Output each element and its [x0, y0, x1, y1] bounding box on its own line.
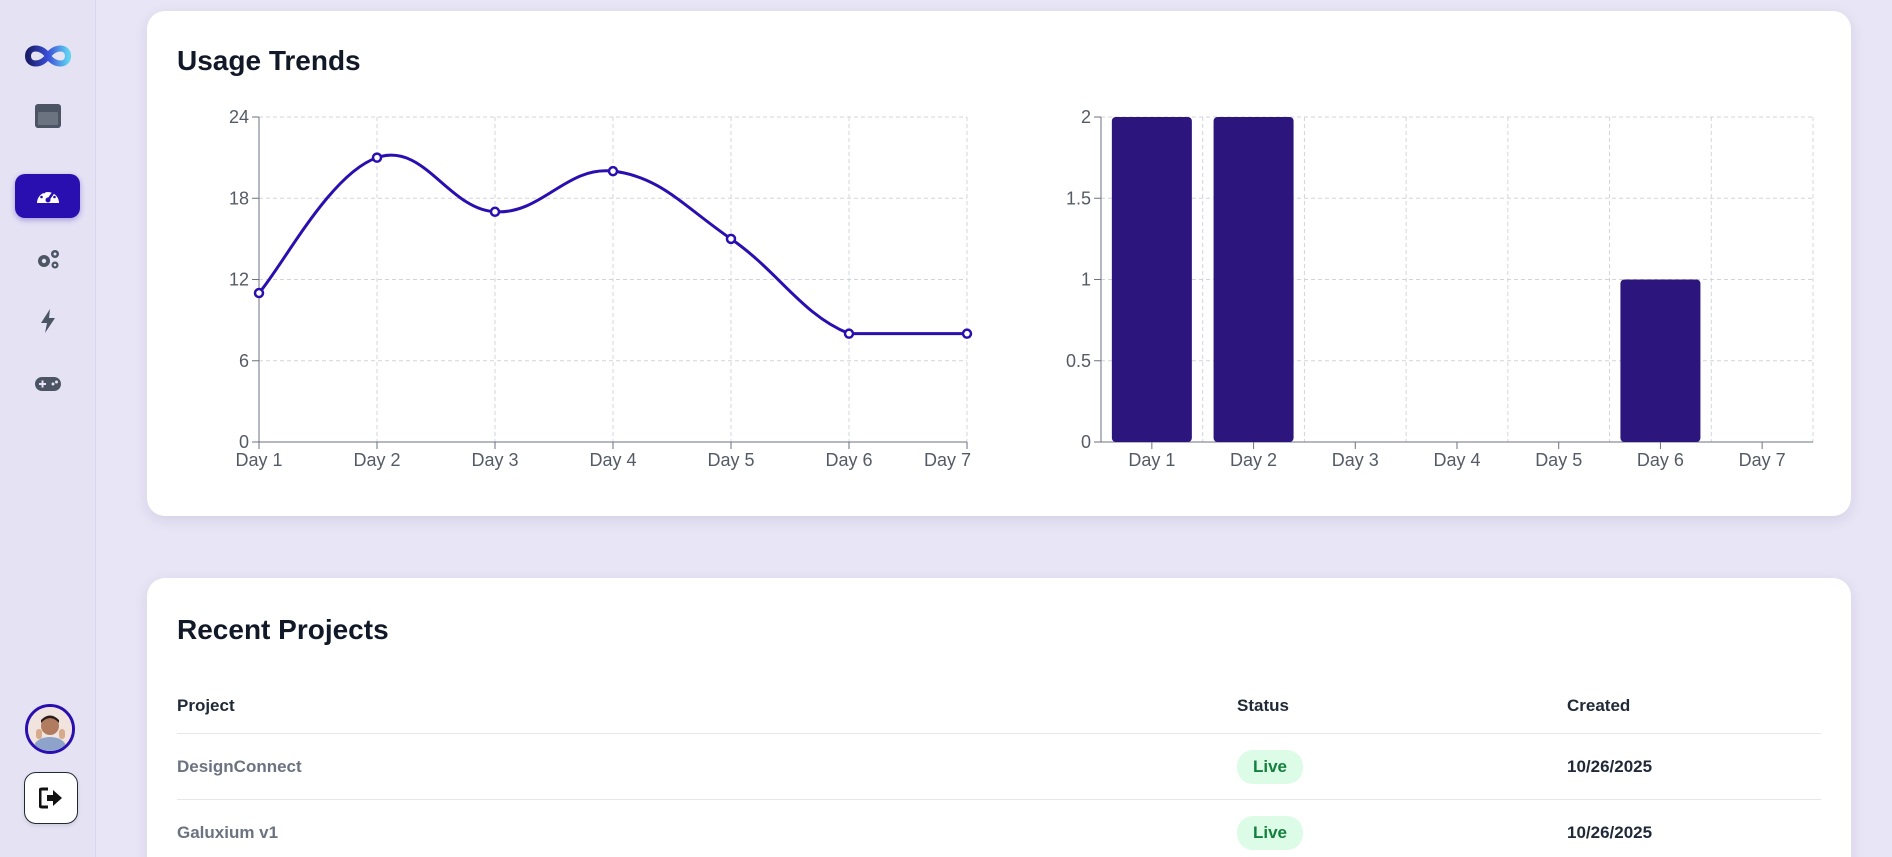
- status-badge: Live: [1237, 815, 1304, 850]
- data-point: [843, 328, 855, 339]
- bar: [1620, 279, 1701, 442]
- dashboard-gauge-icon[interactable]: [15, 174, 80, 218]
- x-tick-label: Day 2: [353, 450, 400, 470]
- x-tick-label: Day 4: [1433, 450, 1480, 470]
- x-tick-label: Day 5: [707, 450, 754, 470]
- infinity-logo-icon[interactable]: [15, 34, 80, 78]
- usage-line-chart: 0 6 12 18 24 Day 1 Day 2 Day 3 Day 4 Day 5 Day 6 Da…: [229, 107, 973, 470]
- x-tick-label: Day 3: [1332, 450, 1379, 470]
- x-tick-label: Day 1: [235, 450, 282, 470]
- status-cell: Live: [1237, 734, 1304, 799]
- data-point: [961, 328, 973, 339]
- bar: [1111, 117, 1192, 442]
- x-tick-label: Day 6: [825, 450, 872, 470]
- logout-button[interactable]: [24, 772, 78, 824]
- column-header-created[interactable]: Created: [1567, 696, 1631, 715]
- x-tick-label: Day 7: [1739, 450, 1786, 470]
- usage-bar-chart: 0 0.5 1 1.5 2 Day 1 Day 2 Day 3 Day 4 Day 5 Day 6 D…: [1066, 107, 1814, 470]
- y-tick-label: 1: [1081, 270, 1091, 290]
- x-tick-label: Day 6: [1637, 450, 1684, 470]
- data-point: [725, 233, 737, 245]
- project-name[interactable]: DesignConnect: [177, 756, 302, 776]
- created-date: 10/26/2025: [1567, 756, 1653, 776]
- gamepad-icon[interactable]: [15, 362, 80, 406]
- logout-icon: [39, 787, 62, 809]
- column-header-project[interactable]: Project: [177, 696, 235, 715]
- project-name[interactable]: Galuxium v1: [177, 822, 279, 842]
- table-header-row: Project Status Created: [177, 696, 1821, 734]
- x-tick-label: Day 5: [1535, 450, 1582, 470]
- data-point: [371, 152, 383, 163]
- y-tick-label: 12: [229, 270, 249, 290]
- data-point: [607, 165, 619, 177]
- window-icon[interactable]: [15, 94, 80, 138]
- x-tick-label: Day 1: [1128, 450, 1175, 470]
- column-header-status[interactable]: Status: [1237, 696, 1289, 715]
- table-row[interactable]: Galuxium v1 Live 10/26/2025: [177, 800, 1821, 857]
- recent-projects-title: Recent Projects: [177, 614, 389, 645]
- x-tick-label: Day 3: [471, 450, 518, 470]
- y-tick-label: 18: [229, 188, 249, 208]
- status-badge: Live: [1237, 749, 1304, 784]
- y-tick-label: 2: [1081, 107, 1091, 127]
- usage-trends-title: Usage Trends: [177, 45, 361, 76]
- recent-projects-card: Recent Projects Project Status Created D…: [147, 578, 1851, 857]
- usage-trends-card: Usage Trends 0 6 12 18 24 Day 1 Day 2 Day 3 Day …: [147, 11, 1851, 516]
- status-cell: Live: [1237, 800, 1304, 857]
- created-date: 10/26/2025: [1567, 822, 1653, 842]
- y-tick-label: 0: [1081, 432, 1091, 452]
- y-tick-label: 0.5: [1066, 351, 1091, 371]
- x-tick-label: Day 2: [1230, 450, 1277, 470]
- table-row[interactable]: DesignConnect Live 10/26/2025: [177, 734, 1821, 800]
- y-tick-label: 1.5: [1066, 188, 1091, 208]
- data-point: [253, 287, 265, 299]
- gears-icon[interactable]: [15, 237, 80, 281]
- bar: [1213, 117, 1294, 442]
- bolt-icon[interactable]: [15, 299, 80, 343]
- y-tick-label: 6: [239, 351, 249, 371]
- x-tick-label: Day 7: [924, 450, 971, 470]
- projects-table: Project Status Created DesignConnect Liv…: [177, 696, 1821, 857]
- x-tick-label: Day 4: [589, 450, 636, 470]
- sidebar: [0, 0, 96, 857]
- y-tick-label: 24: [229, 107, 249, 127]
- user-avatar[interactable]: [25, 704, 75, 754]
- data-point: [489, 206, 501, 218]
- y-tick-label: 0: [239, 432, 249, 452]
